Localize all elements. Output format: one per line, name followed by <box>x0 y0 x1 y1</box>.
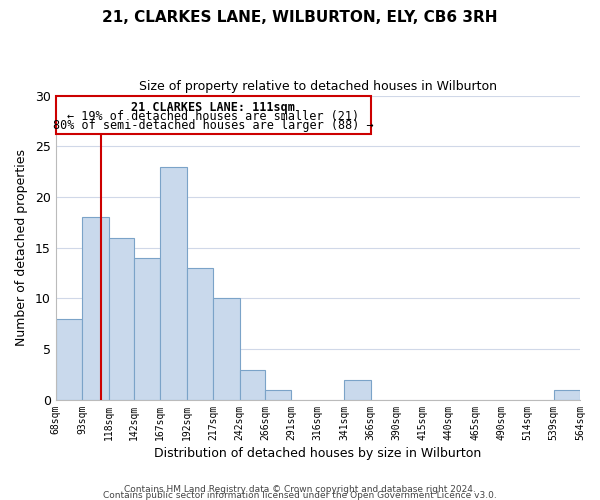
Bar <box>187 268 213 400</box>
Title: Size of property relative to detached houses in Wilburton: Size of property relative to detached ho… <box>139 80 497 93</box>
Bar <box>554 390 580 400</box>
Bar <box>160 166 187 400</box>
Y-axis label: Number of detached properties: Number of detached properties <box>15 149 28 346</box>
Bar <box>213 298 239 400</box>
Bar <box>265 390 292 400</box>
Text: 21 CLARKES LANE: 111sqm: 21 CLARKES LANE: 111sqm <box>131 100 295 114</box>
Text: ← 19% of detached houses are smaller (21): ← 19% of detached houses are smaller (21… <box>67 110 359 123</box>
Bar <box>56 319 82 400</box>
Text: Contains public sector information licensed under the Open Government Licence v3: Contains public sector information licen… <box>103 490 497 500</box>
Bar <box>344 380 371 400</box>
X-axis label: Distribution of detached houses by size in Wilburton: Distribution of detached houses by size … <box>154 447 481 460</box>
Bar <box>134 258 160 400</box>
Bar <box>82 218 109 400</box>
Text: 80% of semi-detached houses are larger (88) →: 80% of semi-detached houses are larger (… <box>53 119 374 132</box>
Text: Contains HM Land Registry data © Crown copyright and database right 2024.: Contains HM Land Registry data © Crown c… <box>124 484 476 494</box>
Bar <box>239 370 265 400</box>
FancyBboxPatch shape <box>56 96 371 134</box>
Bar <box>109 238 134 400</box>
Text: 21, CLARKES LANE, WILBURTON, ELY, CB6 3RH: 21, CLARKES LANE, WILBURTON, ELY, CB6 3R… <box>102 10 498 25</box>
